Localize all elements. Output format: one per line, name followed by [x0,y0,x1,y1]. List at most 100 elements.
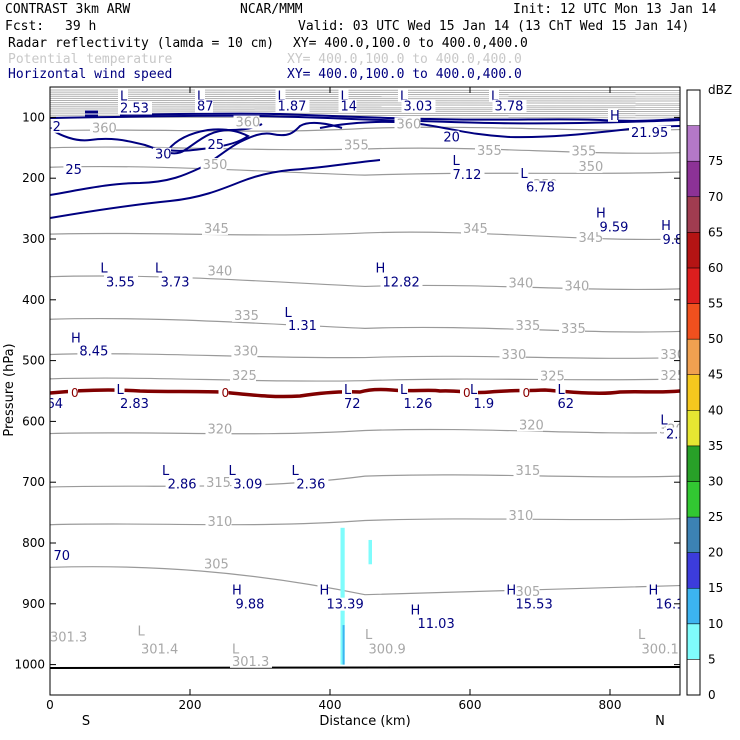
theta-label: L [138,624,146,639]
field-name-wind: Horizontal wind speed [8,67,172,82]
wind-label-bg [555,397,574,411]
theta-label: 320 [519,418,544,433]
theta-label-bg [461,221,487,235]
colorbar-swatch [686,410,701,447]
wind-label: 6.78 [526,181,555,196]
colorbar-swatch [686,160,701,198]
wind-label-bg [646,583,657,597]
theta-label-bg [50,630,90,644]
theta-label: 340 [208,264,233,279]
theta-label: 301.3 [232,655,269,670]
colorbar-label: 25 [708,510,723,524]
wind-label-bg [504,583,515,597]
colorbar-label: 75 [708,154,723,168]
theta-label-bg [576,159,603,173]
wind-label-bg [275,99,310,113]
theta-label: 335 [561,322,586,337]
theta-label-bg [394,117,421,131]
x-tick-label: 800 [599,698,622,712]
wind-label: 25 [208,138,225,153]
theta-label: 360 [236,116,261,131]
wind-label: 3.03 [404,100,433,115]
wind-label-bg [489,89,499,103]
wind-label-bg [338,99,357,113]
wind-label-bg [342,397,360,411]
colorbar-unit: dBZ [708,83,732,97]
colorbar-label: 70 [708,190,723,204]
wind-label-bg [524,180,558,194]
wind-label: L [453,154,461,169]
wind-label: L [660,413,668,428]
wind-label: H [506,584,516,599]
wind-label: L [341,89,349,104]
wind-label: 8.45 [79,345,108,360]
colorbar-label: 40 [708,403,723,417]
wind-label-bg [51,549,70,563]
y-tick-label: 1000 [14,658,45,672]
y-axis-label: Pressure (hPa) [2,343,17,436]
theta-label-bg [559,322,585,336]
melting-label-bg [460,386,470,399]
field-xy-wind: XY= 400.0,100.0 to 400.0,400.0 [287,67,522,82]
theta-contour-330 [50,353,680,359]
wind-label: 9.59 [600,221,629,236]
theta-label-bg [658,347,680,361]
wind-label-bg [50,119,61,133]
colorbar-label: 30 [708,474,723,488]
theta-contour-350 [50,165,680,176]
wind-label-bg [513,597,556,611]
wind-label-bg [317,583,328,597]
theta-label: 325 [232,369,257,384]
colorbar-swatch [686,232,701,269]
theta-label-bg [230,654,272,668]
wind-label: L [229,464,237,479]
colorbar-swatch-base [686,659,701,696]
theta-label: 355 [344,139,369,154]
theta-label: 301.3 [50,630,87,645]
upper-isentrope [50,106,680,108]
field-xy-reflectivity: XY= 400.0,100.0 to 400.0,400.0 [293,36,528,51]
wind-contour-inner [166,128,250,152]
y-tick-label: 400 [22,293,45,307]
theta-label-bg [513,584,540,598]
theta-label-bg [513,319,540,333]
surface-line [50,666,680,669]
upper-isentrope [50,112,680,115]
wind-label-bg [398,89,408,103]
wind-label-bg [69,331,79,345]
theta-label-bg [204,476,231,490]
wind-label-bg [398,383,408,397]
theta-label-bg [233,115,260,129]
wind-label: L [285,306,293,321]
y-tick-label: 900 [22,597,45,611]
theta-label-bg [475,144,501,158]
theta-label-bg [232,308,259,322]
y-tick-label: 100 [22,110,45,124]
melting-label-bg [68,386,78,399]
colorbar-label: 0 [708,688,716,702]
theta-label: 335 [516,319,541,334]
theta-label: 345 [204,222,229,237]
wind-label-bg [518,167,529,181]
y-tick-label: 700 [22,475,45,489]
upper-isentrope [50,91,680,94]
wind-label-bg [608,108,618,122]
wind-label: L [197,89,205,104]
wind-label-bg [441,130,460,144]
wind-label: 14 [341,100,358,115]
wind-label: H [320,584,330,599]
theta-label-bg [569,144,596,158]
wind-label: 13.39 [327,598,364,613]
theta-label-bg [342,138,368,152]
theta-label: 345 [579,231,604,246]
theta-label: 300.9 [369,643,406,658]
theta-label-bg [639,642,680,656]
wind-label: 11.03 [418,617,455,632]
theta-label-bg [363,628,373,642]
colorbar-label: 35 [708,439,723,453]
theta-label: 360 [92,122,117,137]
wind-label-bg [77,344,112,358]
colorbar-label: 10 [708,617,723,631]
colorbar-frame [686,89,701,696]
